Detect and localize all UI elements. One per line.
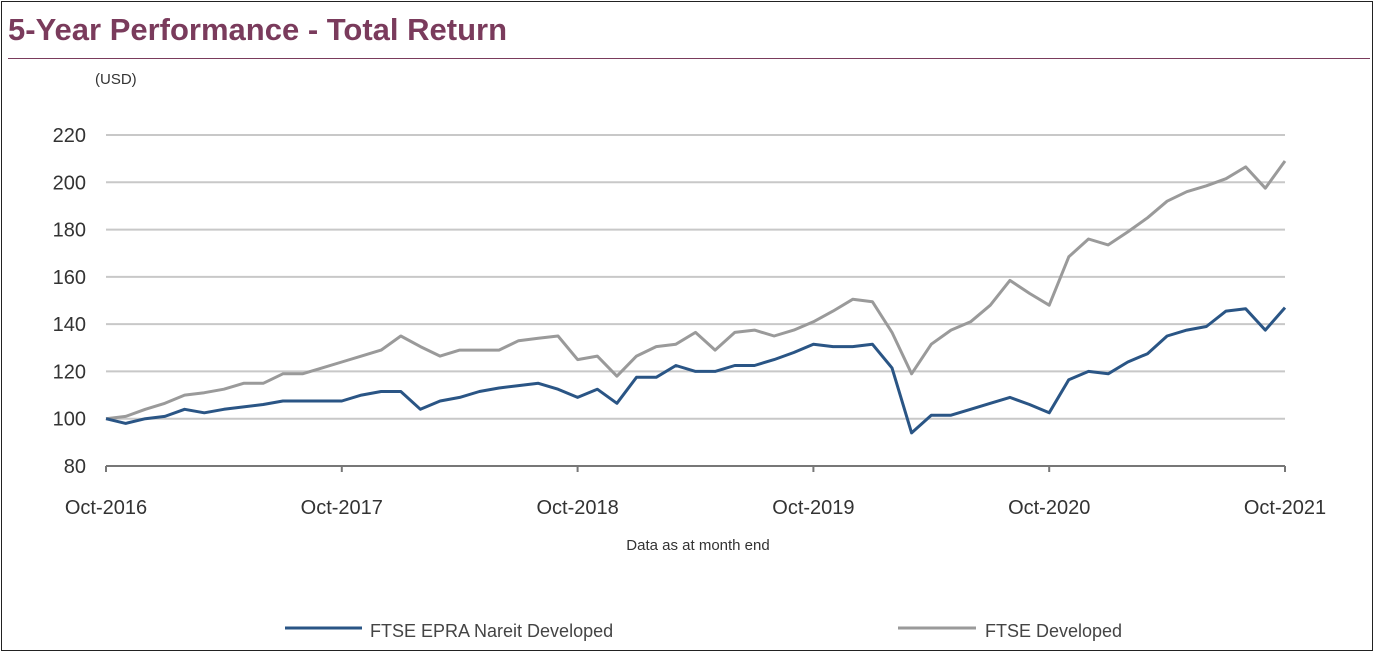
x-tick-label: Oct-2016 — [65, 497, 147, 519]
y-tick-label: 120 — [53, 361, 86, 383]
y-tick-label: 140 — [53, 314, 86, 336]
y-tick-label: 160 — [53, 267, 86, 289]
y-tick-label: 80 — [64, 456, 86, 478]
x-tick-label: Oct-2021 — [1244, 497, 1326, 519]
title-divider — [8, 58, 1370, 59]
page-title: 5-Year Performance - Total Return — [8, 12, 508, 47]
y-tick-label: 180 — [53, 220, 86, 242]
legend-label-series-1: FTSE EPRA Nareit Developed — [370, 621, 613, 641]
x-tick-label: Oct-2019 — [772, 497, 854, 519]
x-tick-label: Oct-2017 — [301, 497, 383, 519]
series-line-2 — [105, 160, 1287, 421]
y-tick-label: 200 — [53, 172, 86, 194]
x-tick-label: Oct-2018 — [536, 497, 618, 519]
legend-label-series-2: FTSE Developed — [985, 621, 1122, 641]
y-tick-label: 220 — [53, 125, 86, 147]
x-axis-label: Data as at month end — [626, 537, 769, 554]
y-axis-label: (USD) — [95, 71, 137, 88]
series-line-1 — [105, 306, 1287, 435]
legend: FTSE EPRA Nareit Developed FTSE Develope… — [285, 621, 1122, 641]
x-tick-label: Oct-2020 — [1008, 497, 1090, 519]
y-tick-label: 100 — [53, 409, 86, 431]
